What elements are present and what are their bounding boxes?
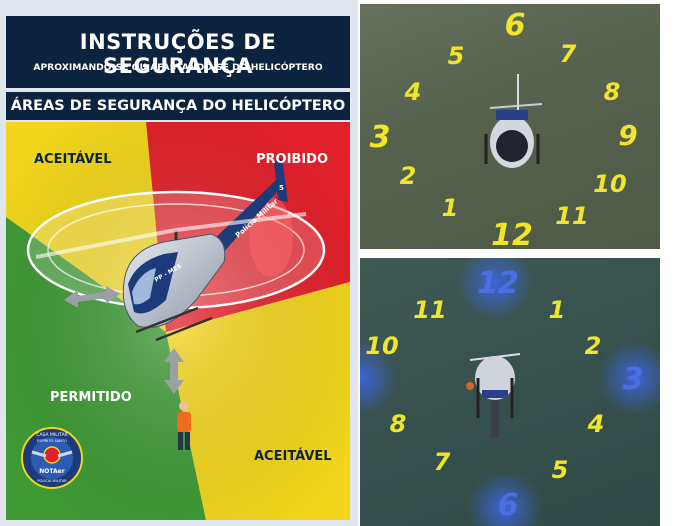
clock-number-1: 1 — [441, 194, 459, 222]
highlight-6 — [465, 473, 545, 526]
clock-number-12: 12 — [477, 266, 519, 301]
clock-number-4: 4 — [404, 78, 422, 106]
tail-number: 5 — [279, 184, 284, 192]
seal-top-text: CASA MILITAR — [36, 432, 67, 438]
helicopter-bottom-view — [466, 353, 521, 438]
label-permitted: PERMITIDO — [50, 390, 132, 405]
title-banner: INSTRUÇÕES DE SEGURANÇA APROXIMANDO-SE O… — [6, 16, 350, 88]
lateral-arrow — [64, 286, 120, 308]
label-forbidden: PROIBIDO — [256, 152, 328, 167]
infographic-subtitle: APROXIMANDO-SE OU AFASTANDO-SE DO HELICÓ… — [33, 62, 323, 73]
clock-number-3: 3 — [369, 120, 391, 155]
seal-upper-text: ESPÍRITO SANTO — [37, 438, 67, 443]
clock-number-1: 1 — [548, 296, 566, 324]
section-title: ÁREAS DE SEGURANÇA DO HELICÓPTERO — [10, 98, 346, 114]
clock-number-12: 12 — [491, 218, 533, 250]
label-acceptable-bottom: ACEITÁVEL — [254, 448, 332, 464]
clock-number-6: 6 — [504, 8, 526, 43]
seal-bottom-text: POLÍCIA MILITAR — [37, 478, 67, 483]
notaer-seal: CASA MILITAR ESPÍRITO SANTO NOTAer POLÍC… — [21, 427, 83, 489]
clock-number-8: 8 — [389, 410, 407, 438]
seal-center-text: NOTAer — [39, 468, 64, 475]
clock-number-8: 8 — [603, 78, 621, 106]
safety-zones-diagram: Polícia Militar 5 PP - MES ACEITÁVEL PRO… — [6, 122, 350, 520]
safety-infographic: INSTRUÇÕES DE SEGURANÇA APROXIMANDO-SE O… — [0, 0, 358, 526]
highlight-3 — [595, 343, 660, 413]
clock-number-7: 7 — [433, 448, 451, 476]
helicopter-top-view — [484, 74, 543, 168]
section-banner: ÁREAS DE SEGURANÇA DO HELICÓPTERO — [6, 92, 350, 120]
aerial-photo-clock-top: 6 7 8 9 10 11 12 1 2 3 4 5 — [360, 4, 660, 249]
clock-number-10: 10 — [365, 332, 399, 360]
clock-number-5: 5 — [551, 456, 569, 484]
clock-number-2: 2 — [399, 162, 417, 190]
infographic-title: INSTRUÇÕES DE SEGURANÇA — [79, 30, 277, 78]
clock-number-2: 2 — [584, 332, 602, 360]
highlight-12 — [455, 258, 535, 318]
clock-number-6: 6 — [497, 488, 519, 523]
clock-number-3: 3 — [622, 362, 644, 397]
vertical-arrow — [164, 348, 184, 394]
clock-number-7: 7 — [559, 40, 577, 68]
aerial-photo-clock-bottom: 12 1 2 3 4 5 6 7 8 10 11 — [360, 258, 660, 526]
helicopter-tail — [211, 180, 284, 254]
clock-number-5: 5 — [447, 42, 465, 70]
clock-number-11: 11 — [555, 202, 589, 230]
label-acceptable-top: ACEITÁVEL — [34, 151, 112, 167]
clock-number-9: 9 — [618, 119, 638, 152]
clock-number-10: 10 — [593, 170, 627, 198]
person-figure — [177, 401, 191, 450]
clock-number-11: 11 — [413, 296, 447, 324]
clock-number-4: 4 — [587, 410, 605, 438]
